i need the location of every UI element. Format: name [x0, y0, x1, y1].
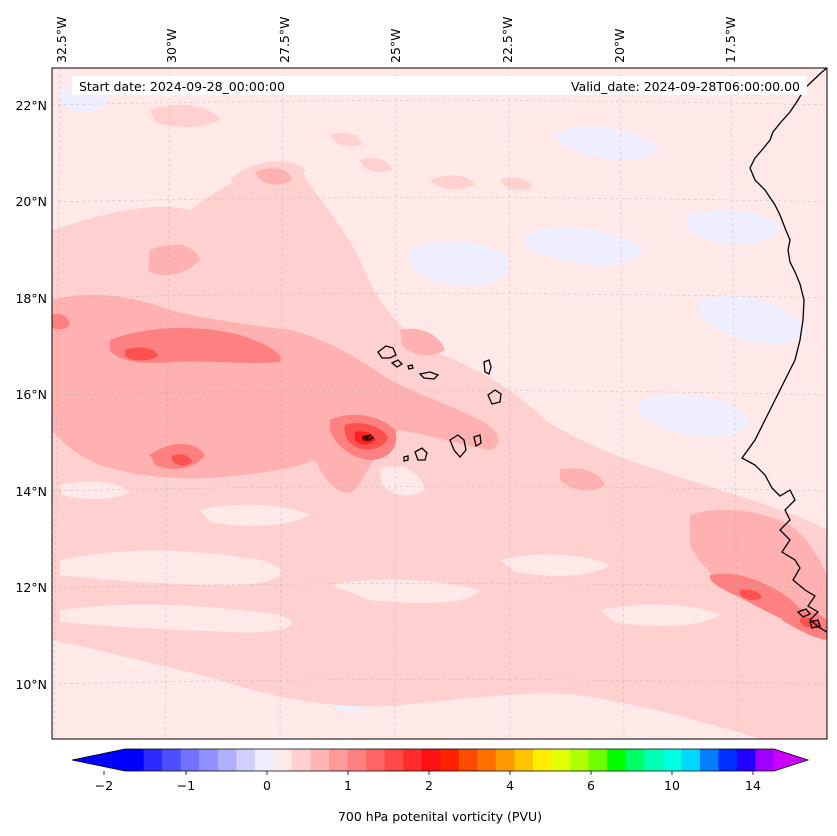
- colorbar-tick-label: 2: [425, 778, 433, 793]
- lon-label: 30°W: [164, 28, 179, 63]
- island-sal: [483, 359, 492, 375]
- coast-bijagos: [796, 608, 821, 629]
- start-date-box: [72, 76, 317, 95]
- island-fogo: [414, 447, 428, 461]
- colorbar-cell: [514, 749, 534, 771]
- colorbar-cell: [477, 749, 497, 771]
- island-small: [363, 434, 375, 441]
- colorbar-cell: [273, 749, 293, 771]
- lat-label: 20°N: [15, 194, 47, 209]
- lat-label: 18°N: [15, 291, 47, 306]
- pv-low-positive: [52, 104, 827, 739]
- colorbar-cell: [199, 749, 219, 771]
- colorbar-tick-label: 6: [587, 778, 595, 793]
- colorbar-tick-label: −1: [177, 778, 195, 793]
- colorbar-under-arrow: [72, 749, 125, 771]
- island-boa-vista: [487, 389, 502, 405]
- colorbar-tick-label: 14: [745, 778, 761, 793]
- colorbar-cell: [291, 749, 312, 771]
- island-sao-nicolau: [418, 371, 440, 380]
- colorbar-cell: [366, 749, 386, 771]
- lat-label: 16°N: [15, 387, 47, 402]
- colorbar-cell: [125, 749, 145, 771]
- map-frame: [51, 67, 828, 740]
- colorbar-cell: [718, 749, 738, 771]
- lat-label: 14°N: [15, 484, 47, 499]
- colorbar-cell: [217, 749, 237, 771]
- colorbar-outline: [71, 748, 810, 772]
- lon-label: 20°W: [612, 28, 627, 63]
- lat-label: 12°N: [15, 580, 47, 595]
- island-santo-antao: [377, 345, 397, 359]
- colorbar-tick-label: 10: [664, 778, 680, 793]
- colorbar-cell: [625, 749, 645, 771]
- coastline: [363, 68, 827, 633]
- colorbar-cell: [254, 749, 274, 771]
- colorbar-cell: [532, 749, 553, 771]
- colorbar-cell: [681, 749, 701, 771]
- colorbar-cell: [551, 749, 571, 771]
- colorbar-cell: [755, 749, 775, 771]
- latitude-labels: 22°N 20°N 18°N 16°N 14°N 12°N 10°N: [15, 98, 47, 692]
- colorbar-cell: [662, 749, 682, 771]
- valid-date-label: Valid_date: 2024-09-28T06:00:00.00: [571, 79, 800, 94]
- colorbar-tick-label: 1: [344, 778, 352, 793]
- colorbar-cell: [180, 749, 200, 771]
- colorbar-cell: [143, 749, 163, 771]
- lon-label: 17.5°W: [723, 17, 738, 63]
- lon-label: 25°W: [388, 28, 403, 63]
- colorbar: −2 −1 0 1 2 4 6 10 14 700 hPa potenital …: [71, 748, 810, 824]
- colorbar-cell: [570, 749, 590, 771]
- colorbar-cell: [458, 749, 478, 771]
- colorbar-cell: [588, 749, 608, 771]
- island-santa-luzia: [407, 364, 414, 370]
- lon-label: 22.5°W: [500, 17, 515, 63]
- island-santiago: [449, 434, 467, 458]
- colorbar-cell: [440, 749, 460, 771]
- colorbar-tick-label: 0: [263, 778, 271, 793]
- colorbar-cell: [495, 749, 515, 771]
- colorbar-cell: [736, 749, 757, 771]
- lon-label: 32.5°W: [54, 17, 69, 63]
- island-maio: [473, 434, 482, 448]
- africa-coast: [741, 68, 827, 633]
- colorbar-cell: [162, 749, 182, 771]
- lat-label: 22°N: [15, 98, 47, 113]
- colorbar-cell: [328, 749, 349, 771]
- longitude-labels: 32.5°W 30°W 27.5°W 25°W 22.5°W 20°W 17.5…: [54, 17, 738, 63]
- colorbar-cell: [403, 749, 423, 771]
- map-panel: Start date: 2024-09-28_00:00:00 Valid_da…: [52, 68, 827, 739]
- colorbar-tick-labels: −2 −1 0 1 2 4 6 10 14: [95, 778, 761, 793]
- colorbar-tick-label: 4: [506, 778, 514, 793]
- colorbar-cells: [125, 749, 775, 771]
- colorbar-cell: [347, 749, 367, 771]
- colorbar-cell: [421, 749, 441, 771]
- island-sao-vicente: [390, 359, 404, 368]
- colorbar-cell: [310, 749, 330, 771]
- island-brava: [403, 455, 409, 462]
- colorbar-cell: [607, 749, 627, 771]
- colorbar-label: 700 hPa potenital vorticity (PVU): [338, 809, 542, 824]
- colorbar-tick-label: −2: [95, 778, 113, 793]
- colorbar-ticks: [103, 771, 754, 775]
- map-gridlines: [52, 68, 827, 739]
- start-date-label: Start date: 2024-09-28_00:00:00: [79, 79, 285, 94]
- lat-label: 10°N: [15, 677, 47, 692]
- colorbar-cell: [236, 749, 256, 771]
- colorbar-over-arrow: [774, 749, 808, 771]
- colorbar-cell: [644, 749, 664, 771]
- colorbar-cell: [384, 749, 404, 771]
- valid-date-box: [317, 76, 807, 95]
- colorbar-cell: [699, 749, 719, 771]
- lon-label: 27.5°W: [277, 17, 292, 63]
